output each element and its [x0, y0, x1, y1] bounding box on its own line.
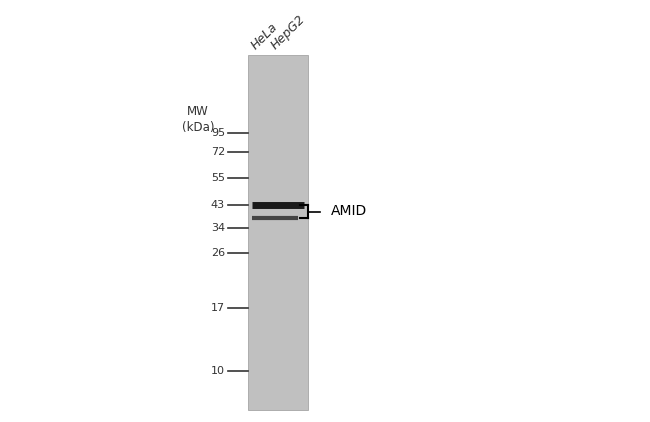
Text: AMID: AMID	[331, 204, 367, 218]
Text: 26: 26	[211, 248, 225, 258]
Text: 72: 72	[211, 147, 225, 157]
Text: HepG2: HepG2	[269, 13, 308, 52]
Text: 55: 55	[211, 173, 225, 183]
Text: 95: 95	[211, 128, 225, 138]
Text: 17: 17	[211, 303, 225, 313]
Bar	[248, 55, 308, 410]
Text: 34: 34	[211, 223, 225, 233]
Text: HeLa: HeLa	[249, 20, 280, 52]
Text: MW
(kDa): MW (kDa)	[182, 105, 215, 134]
Text: 10: 10	[211, 366, 225, 376]
Text: 43: 43	[211, 200, 225, 210]
